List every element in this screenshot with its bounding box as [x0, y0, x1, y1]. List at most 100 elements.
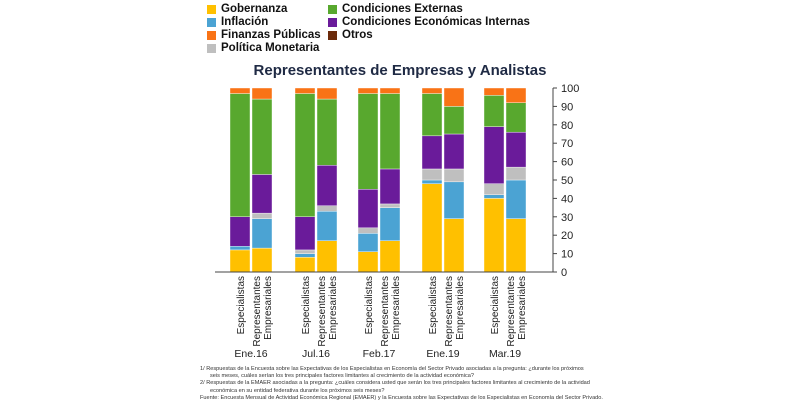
bar-segment-jul-16-representantes-empresariales-gobernanza	[316, 240, 338, 273]
stacked-bar-chart: 0 10 20 30 40 50 60 70 80 90 100 Especialistas Repre…	[215, 83, 579, 360]
legend-swatch-gobernanza	[207, 4, 216, 14]
bar-label-mar-19-representantes-empresariales: RepresentantesEmpresariales	[506, 276, 528, 347]
legend-item-condiciones-economicas-internas: Condiciones Económicas Internas	[328, 16, 530, 28]
legend-swatch-condiciones-externas	[328, 4, 337, 14]
legend-label-gobernanza: Gobernanza	[221, 3, 288, 15]
footnote-2: 2/ Respuestas de la EMAER asociadas a la…	[200, 380, 590, 387]
footnote-1-cont: seis meses, cuáles serían los tres princ…	[210, 373, 474, 380]
y-tick-label-60: 60	[561, 157, 573, 169]
bar-label-ene-16-especialistas: Especialistas	[236, 276, 247, 334]
bar-segment-mar-19-representantes-empresariales-condiciones-externas	[505, 102, 527, 133]
bar-segment-mar-19-especialistas-gobernanza	[483, 198, 505, 273]
bar-segment-feb-17-representantes-empresariales-finanzas-publicas	[379, 87, 401, 94]
legend: Gobernanza Condiciones Externas Inflació…	[205, 3, 585, 55]
y-tick-label-30: 30	[561, 212, 573, 224]
y-tick-label-100: 100	[561, 83, 579, 95]
bar-label-jul-16-representantes-empresariales: RepresentantesEmpresariales	[317, 276, 339, 347]
bar-segment-feb-17-especialistas-inflacion	[357, 233, 379, 252]
bar-segment-jul-16-especialistas-inflacion	[294, 253, 316, 258]
bar-segment-ene-16-representantes-empresariales-gobernanza	[251, 247, 273, 273]
bar-segment-ene-16-especialistas-condiciones-economicas-internas	[229, 216, 251, 247]
bar-segment-ene-19-especialistas-finanzas-publicas	[421, 87, 443, 94]
bar-segment-mar-19-representantes-empresariales-inflacion	[505, 179, 527, 219]
bar-segment-feb-17-especialistas-politica-monetaria	[357, 227, 379, 234]
bar-segment-mar-19-especialistas-condiciones-externas	[483, 95, 505, 127]
bar-label-jul-16-especialistas: Especialistas	[301, 276, 312, 334]
bar-label-mar-19-especialistas: Especialistas	[490, 276, 501, 334]
bar-label-feb-17-especialistas: Especialistas	[364, 276, 375, 334]
legend-item-gobernanza: Gobernanza	[207, 3, 287, 15]
legend-label-inflacion: Inflación	[221, 16, 269, 28]
y-tick-label-80: 80	[561, 120, 573, 132]
bar-label-line: Empresariales	[455, 276, 466, 340]
bar-label-line: Representantes	[506, 276, 517, 347]
bar-label-line: Empresariales	[391, 276, 402, 340]
bar-segment-ene-19-especialistas-inflacion	[421, 179, 443, 184]
bar-segment-mar-19-representantes-empresariales-gobernanza	[505, 218, 527, 273]
chart-title: Representantes de Empresas y Analistas	[253, 62, 547, 79]
bar-segment-feb-17-representantes-empresariales-condiciones-economicas-internas	[379, 168, 401, 205]
bar-segment-jul-16-representantes-empresariales-inflacion	[316, 211, 338, 241]
group-label-ene-16: Ene.16	[234, 348, 267, 360]
bar-segment-feb-17-representantes-empresariales-politica-monetaria	[379, 203, 401, 208]
bar-label-line: Representantes	[252, 276, 263, 347]
legend-swatch-inflacion	[207, 17, 216, 27]
bar-segment-feb-17-representantes-empresariales-condiciones-externas	[379, 93, 401, 170]
bar-segment-jul-16-representantes-empresariales-finanzas-publicas	[316, 87, 338, 100]
bar-segment-mar-19-representantes-empresariales-condiciones-economicas-internas	[505, 131, 527, 168]
bar-segment-feb-17-representantes-empresariales-inflacion	[379, 207, 401, 241]
bar-label-feb-17-representantes-empresariales: RepresentantesEmpresariales	[380, 276, 402, 347]
bar-segment-jul-16-representantes-empresariales-politica-monetaria	[316, 205, 338, 212]
bar-label-line: Representantes	[317, 276, 328, 347]
legend-label-finanzas-publicas: Finanzas Públicas	[221, 29, 321, 41]
legend-label-condiciones-economicas-internas: Condiciones Económicas Internas	[342, 16, 530, 28]
bar-segment-feb-17-representantes-empresariales-gobernanza	[379, 240, 401, 273]
footnotes: 1/ Respuestas de la Encuesta sobre las E…	[200, 366, 620, 402]
bar-segment-feb-17-especialistas-gobernanza	[357, 251, 379, 273]
bar-segment-ene-19-representantes-empresariales-gobernanza	[443, 218, 465, 273]
y-tick-label-70: 70	[561, 138, 573, 150]
legend-swatch-condiciones-economicas-internas	[328, 17, 337, 27]
bar-segment-mar-19-representantes-empresariales-finanzas-publicas	[505, 87, 527, 103]
bar-segment-mar-19-representantes-empresariales-politica-monetaria	[505, 166, 527, 181]
bar-segment-ene-19-especialistas-condiciones-economicas-internas	[421, 135, 443, 170]
bar-segment-jul-16-especialistas-gobernanza	[294, 257, 316, 273]
group-label-mar-19: Mar.19	[489, 348, 521, 360]
bar-label-ene-19-representantes-empresariales: RepresentantesEmpresariales	[444, 276, 466, 347]
bar-segment-mar-19-especialistas-condiciones-economicas-internas	[483, 126, 505, 184]
legend-label-politica-monetaria: Política Monetaria	[221, 42, 320, 54]
y-tick-label-90: 90	[561, 101, 573, 113]
bar-segment-jul-16-especialistas-condiciones-externas	[294, 93, 316, 217]
footnote-source: Fuente: Encuesta Mensual de Actividad Ec…	[200, 394, 603, 401]
bar-segment-mar-19-especialistas-finanzas-publicas	[483, 87, 505, 96]
bar-segment-ene-16-representantes-empresariales-finanzas-publicas	[251, 87, 273, 100]
y-tick-label-50: 50	[561, 175, 573, 187]
bar-segment-ene-19-representantes-empresariales-politica-monetaria	[443, 168, 465, 183]
bar-segment-jul-16-especialistas-finanzas-publicas	[294, 87, 316, 94]
bar-segment-ene-16-representantes-empresariales-politica-monetaria	[251, 212, 273, 219]
footnote-1: 1/ Respuestas de la Encuesta sobre las E…	[200, 366, 584, 372]
bar-segment-mar-19-especialistas-politica-monetaria	[483, 183, 505, 195]
legend-item-condiciones-externas: Condiciones Externas	[328, 3, 463, 15]
bar-segment-ene-16-especialistas-condiciones-externas	[229, 93, 251, 217]
legend-item-finanzas-publicas: Finanzas Públicas	[207, 29, 321, 41]
bar-label-line: Empresariales	[328, 276, 339, 340]
group-label-ene-19: Ene.19	[426, 348, 459, 360]
group-label-feb-17: Feb.17	[363, 348, 396, 360]
bar-segment-ene-19-representantes-empresariales-finanzas-publicas	[443, 87, 465, 107]
bar-segment-jul-16-especialistas-politica-monetaria	[294, 249, 316, 254]
bar-label-line: Empresariales	[517, 276, 528, 340]
bar-segment-ene-16-representantes-empresariales-inflacion	[251, 218, 273, 249]
bar-segment-ene-19-representantes-empresariales-condiciones-externas	[443, 106, 465, 135]
bar-segment-feb-17-especialistas-finanzas-publicas	[357, 87, 379, 94]
bar-segment-feb-17-especialistas-condiciones-externas	[357, 93, 379, 190]
bar-segment-ene-16-especialistas-gobernanza	[229, 249, 251, 273]
bar-label-line: Empresariales	[263, 276, 274, 340]
bar-segment-ene-19-especialistas-politica-monetaria	[421, 168, 443, 181]
bar-segment-jul-16-representantes-empresariales-condiciones-externas	[316, 98, 338, 166]
legend-label-condiciones-externas: Condiciones Externas	[342, 3, 463, 15]
bar-label-line: Representantes	[380, 276, 391, 347]
bar-segment-ene-19-especialistas-gobernanza	[421, 183, 443, 273]
bar-segment-mar-19-especialistas-inflacion	[483, 194, 505, 199]
bar-segment-jul-16-representantes-empresariales-condiciones-economicas-internas	[316, 165, 338, 206]
